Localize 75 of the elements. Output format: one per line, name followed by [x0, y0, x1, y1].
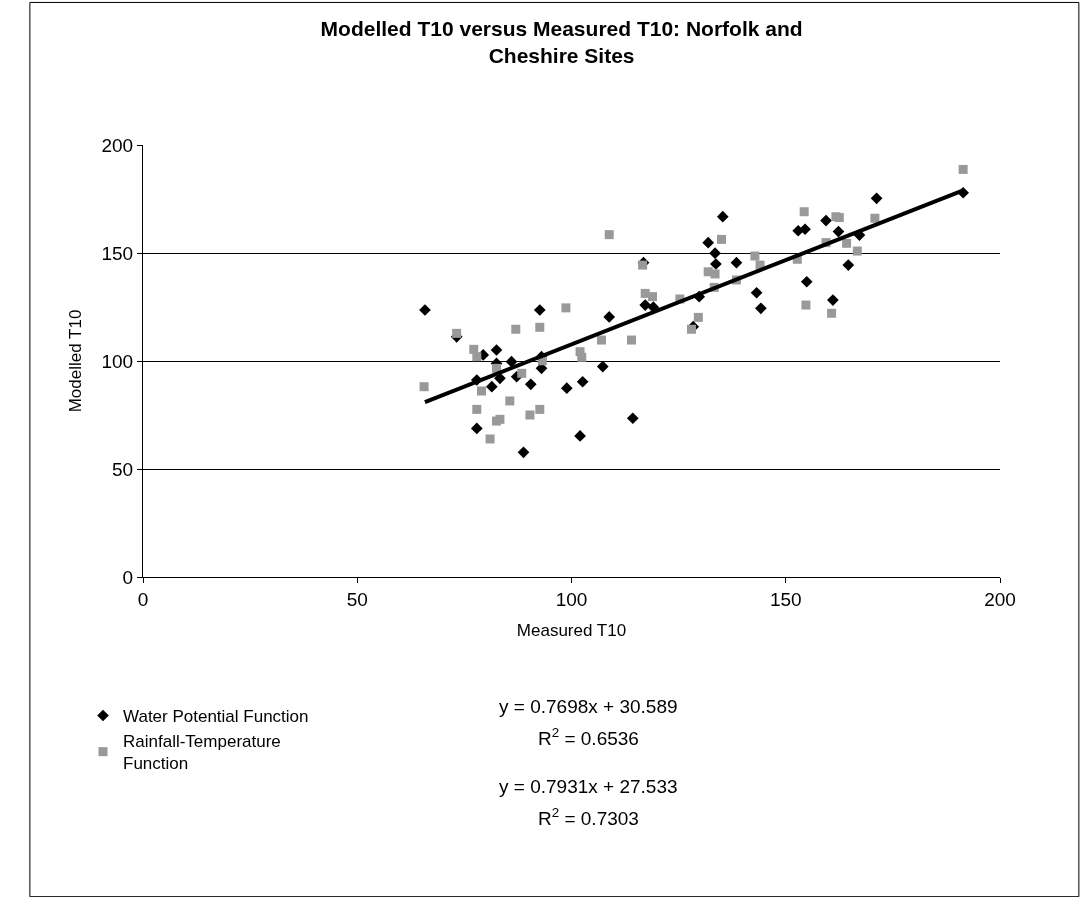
point: [638, 260, 648, 270]
x-axis-title: Measured T10: [516, 621, 627, 641]
point: [535, 404, 545, 414]
y-tick-label: 50: [112, 458, 134, 480]
point: [820, 214, 832, 227]
point: [832, 225, 845, 238]
point: [485, 434, 495, 444]
x-tick-label: 100: [555, 588, 588, 610]
legend-label: Rainfall-Temperature Function: [123, 732, 281, 774]
point: [524, 378, 537, 391]
point: [477, 386, 487, 396]
point: [799, 223, 811, 236]
point: [842, 238, 852, 248]
point: [827, 308, 837, 318]
point: [535, 322, 545, 332]
point: [596, 360, 609, 373]
x-tick-label: 50: [346, 588, 368, 610]
y-tick-label: 100: [101, 350, 134, 372]
point: [561, 303, 571, 313]
chart-title: Modelled T10 versus Measured T10: Norfolk and Cheshire Sites: [320, 16, 803, 68]
point: [511, 324, 521, 334]
point: [419, 382, 429, 392]
point: [533, 304, 546, 316]
text: y = 0.7931x + 27.533: [499, 776, 678, 797]
y-axis-title: Modelled T10: [66, 309, 86, 413]
point: [472, 352, 482, 362]
y-tick-label: 150: [101, 242, 134, 264]
point: [626, 335, 636, 345]
point: [730, 256, 743, 269]
point: [716, 210, 729, 223]
point: [604, 230, 614, 240]
point: [485, 380, 498, 393]
point: [755, 302, 767, 315]
point: [686, 324, 696, 334]
point: [716, 234, 726, 244]
point: [576, 375, 589, 388]
point: [647, 292, 657, 302]
point: [710, 269, 720, 279]
point: [626, 412, 639, 425]
point: [597, 335, 606, 345]
legend-label: Water Potential Function: [123, 707, 309, 727]
point: [842, 259, 855, 271]
y-tick-label: 0: [122, 566, 134, 588]
x-tick-label: 200: [984, 588, 1016, 610]
point: [560, 382, 573, 395]
x-tick-label: 150: [769, 588, 802, 610]
point: [750, 251, 760, 261]
point: [709, 247, 721, 260]
point: [639, 299, 652, 311]
point: [827, 294, 839, 306]
point: [852, 246, 862, 256]
point: [490, 344, 503, 356]
text: y = 0.7698x + 30.589: [499, 696, 678, 717]
text: R$^{2}$ = 0.6536: [538, 725, 639, 749]
point: [577, 352, 587, 362]
text: R$^{2}$ = 0.7303: [538, 805, 639, 829]
point: [958, 164, 968, 174]
y-tick-label: 200: [101, 134, 134, 156]
point: [870, 192, 883, 205]
point: [517, 446, 530, 459]
point: [750, 286, 763, 299]
point: [603, 311, 616, 323]
point: [470, 422, 483, 435]
point: [702, 236, 715, 249]
point: [505, 396, 515, 406]
point: [799, 207, 809, 217]
point: [517, 368, 527, 378]
point: [870, 213, 880, 223]
point: [452, 328, 462, 338]
point: [801, 300, 811, 310]
point: [472, 404, 482, 414]
point: [525, 410, 535, 420]
x-tick-label: 0: [137, 588, 149, 610]
point: [693, 312, 703, 322]
point: [800, 275, 813, 288]
